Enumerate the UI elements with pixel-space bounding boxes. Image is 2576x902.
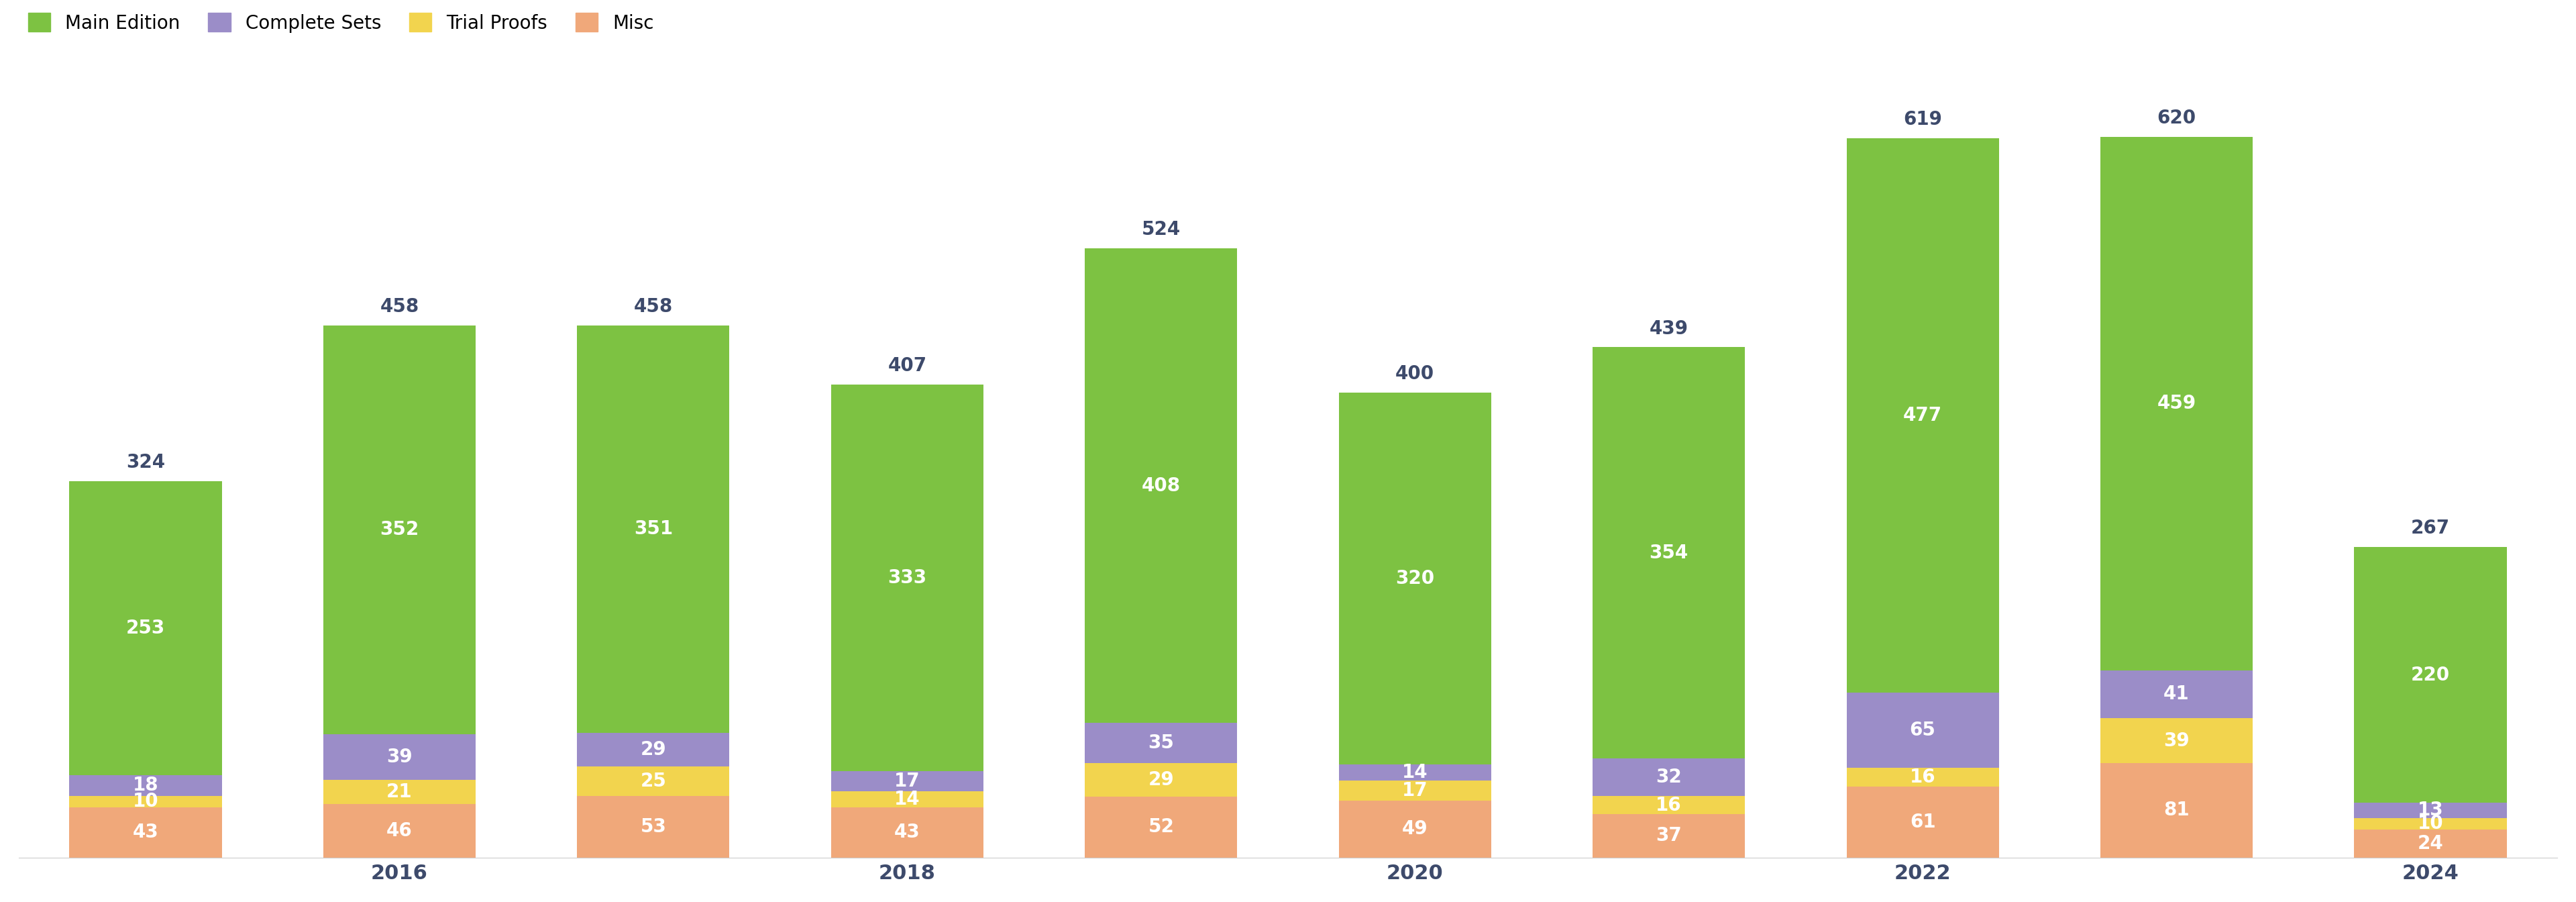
Bar [322,326,477,734]
Text: 408: 408 [1141,476,1180,495]
Text: 43: 43 [894,823,920,842]
Text: 17: 17 [1401,781,1427,800]
Text: 53: 53 [641,817,667,836]
Text: 10: 10 [2416,815,2445,833]
Text: 16: 16 [1656,796,1682,815]
Text: 32: 32 [1656,768,1682,787]
Text: 352: 352 [379,520,420,539]
Text: 18: 18 [131,776,160,795]
Bar [2354,818,2506,830]
Text: 81: 81 [2164,801,2190,820]
Text: 41: 41 [2164,685,2190,704]
Text: 24: 24 [2416,834,2445,852]
Text: 39: 39 [386,748,412,767]
Bar [2354,803,2506,818]
Text: 619: 619 [1904,110,1942,129]
Bar [1340,781,1492,800]
Text: 351: 351 [634,520,672,538]
Text: 458: 458 [634,297,672,316]
Text: 459: 459 [2156,394,2197,413]
Bar [1847,138,1999,693]
Legend: Main Edition, Complete Sets, Trial Proofs, Misc: Main Edition, Complete Sets, Trial Proof… [28,13,654,32]
Bar [832,771,984,791]
Bar [577,733,729,767]
Text: 43: 43 [131,823,160,842]
Text: 25: 25 [641,772,667,791]
Text: 21: 21 [386,782,412,801]
Bar [1592,796,1744,815]
Text: 37: 37 [1656,826,1682,845]
Bar [2099,763,2254,858]
Bar [2099,670,2254,718]
Bar [577,796,729,858]
Bar [1847,787,1999,858]
Bar [832,791,984,807]
Bar [2354,548,2506,803]
Bar [1084,723,1236,763]
Text: 16: 16 [1909,768,1935,787]
Bar [1340,800,1492,858]
Bar [2099,718,2254,763]
Text: 14: 14 [1401,763,1427,782]
Bar [1847,768,1999,787]
Text: 14: 14 [894,790,920,809]
Text: 400: 400 [1396,364,1435,383]
Bar [70,481,222,775]
Bar [70,807,222,858]
Bar [1592,347,1744,759]
Bar [322,779,477,804]
Bar [70,775,222,796]
Text: 46: 46 [386,821,412,840]
Text: 407: 407 [889,356,927,375]
Bar [1084,249,1236,723]
Text: 458: 458 [379,297,420,316]
Text: 29: 29 [641,741,667,759]
Text: 620: 620 [2156,109,2197,128]
Bar [70,796,222,807]
Bar [1592,815,1744,858]
Text: 13: 13 [2416,801,2445,820]
Text: 61: 61 [1909,813,1935,832]
Text: 253: 253 [126,619,165,638]
Text: 267: 267 [2411,519,2450,538]
Bar [577,326,729,733]
Text: 220: 220 [2411,666,2450,685]
Bar [1847,693,1999,768]
Text: 39: 39 [2164,732,2190,750]
Bar [832,807,984,858]
Text: 10: 10 [131,792,160,811]
Bar [2354,830,2506,858]
Text: 320: 320 [1396,569,1435,588]
Bar [322,804,477,858]
Bar [832,384,984,771]
Bar [1592,759,1744,796]
Text: 354: 354 [1649,544,1687,562]
Text: 49: 49 [1401,820,1427,838]
Bar [1084,763,1236,797]
Text: 524: 524 [1141,220,1180,239]
Text: 52: 52 [1149,818,1175,836]
Text: 439: 439 [1649,319,1687,338]
Bar [1084,797,1236,858]
Bar [1340,764,1492,781]
Text: 35: 35 [1149,733,1175,752]
Bar [577,767,729,796]
Bar [1340,392,1492,764]
Text: 324: 324 [126,453,165,472]
Text: 65: 65 [1909,721,1935,740]
Text: 333: 333 [889,568,927,587]
Bar [2099,137,2254,670]
Bar [322,734,477,779]
Text: 477: 477 [1904,406,1942,425]
Text: 29: 29 [1149,770,1175,789]
Text: 17: 17 [894,772,920,791]
